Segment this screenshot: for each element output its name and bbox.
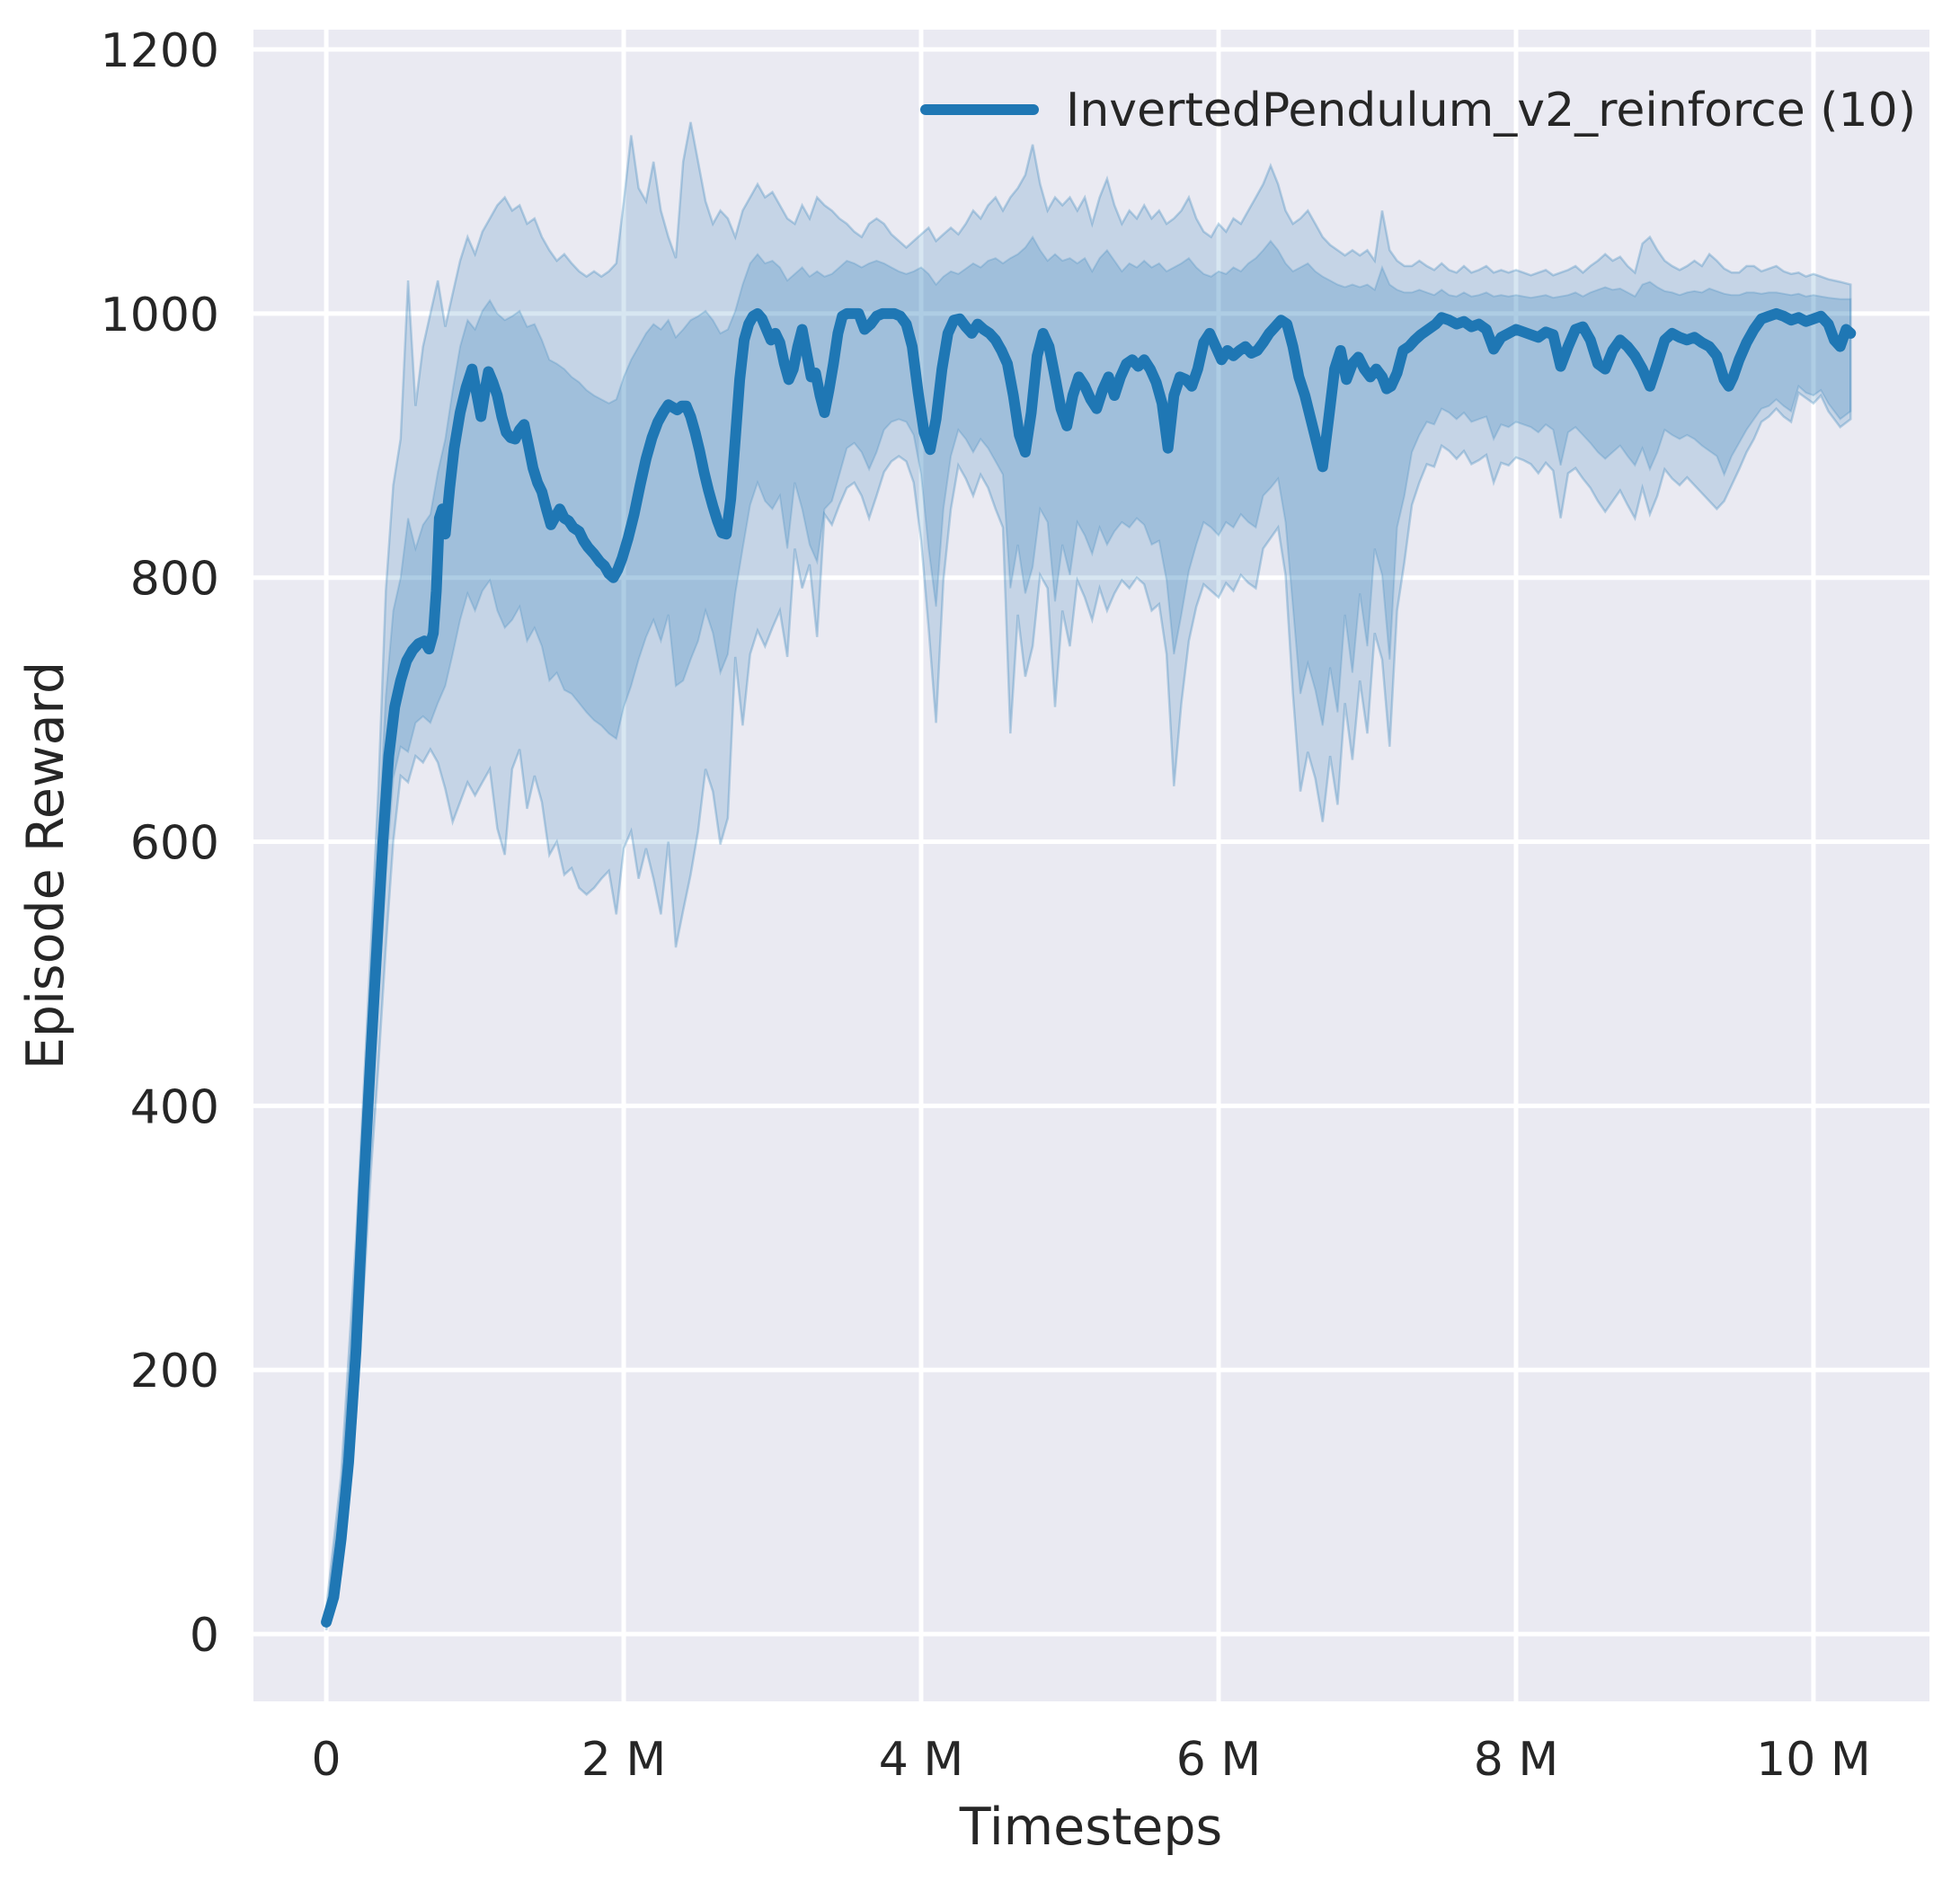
y-axis-label: Episode Reward: [16, 661, 75, 1070]
x-tick-label: 10 M: [1756, 1733, 1871, 1787]
mean-reward-line: [321, 307, 1857, 1628]
x-axis-label: Timesteps: [959, 1798, 1223, 1857]
grid: [253, 30, 1929, 1701]
uncertainty-band-inner: [325, 235, 1852, 1628]
x-tick-label: 8 M: [1474, 1733, 1558, 1787]
y-tick-label: 600: [130, 817, 219, 871]
y-tick-label: 800: [130, 553, 219, 607]
plot-layers: [321, 121, 1857, 1631]
legend: InvertedPendulum_v2_reinforce (10): [920, 84, 1916, 138]
x-tick-label: 2 M: [581, 1733, 666, 1787]
legend-label: InvertedPendulum_v2_reinforce (10): [1066, 84, 1916, 138]
y-tick-label: 1000: [101, 289, 219, 342]
y-tick-label: 0: [190, 1609, 219, 1663]
y-tick-label: 1200: [101, 24, 219, 78]
x-tick-label: 6 M: [1176, 1733, 1261, 1787]
y-tick-label: 400: [130, 1080, 219, 1134]
x-tick-label: 0: [312, 1733, 341, 1787]
y-tick-labels: 0 200 400 600 800 1000 1200: [101, 24, 219, 1663]
y-tick-label: 200: [130, 1345, 219, 1398]
x-tick-label: 4 M: [879, 1733, 963, 1787]
x-tick-labels: 0 2 M 4 M 6 M 8 M 10 M: [312, 1733, 1871, 1787]
plot-area: [253, 30, 1929, 1701]
